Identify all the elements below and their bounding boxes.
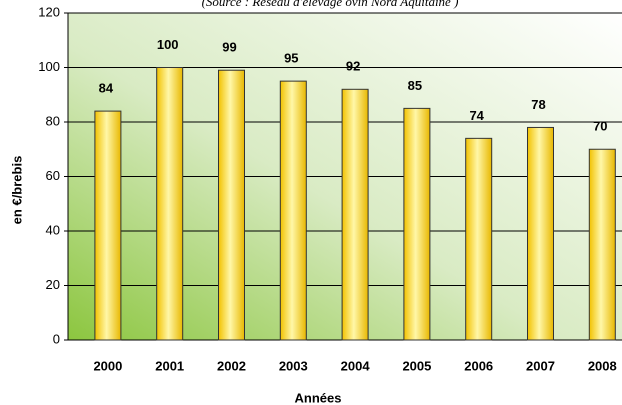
- x-tick-label: 2008: [588, 358, 617, 373]
- y-tick-label: 60: [46, 168, 60, 183]
- x-tick-label: 2001: [155, 358, 184, 373]
- data-label: 85: [408, 78, 422, 93]
- bar: [527, 126, 554, 341]
- x-tick-label: 2004: [341, 358, 371, 373]
- data-label: 70: [593, 119, 607, 134]
- x-axis-label: Années: [295, 390, 342, 405]
- data-label: 99: [222, 40, 236, 55]
- bar: [218, 69, 245, 341]
- bar: [403, 107, 431, 341]
- y-tick-label: 100: [38, 59, 60, 74]
- data-label: 84: [99, 81, 114, 96]
- y-tick-label: 120: [38, 4, 60, 19]
- data-label: 74: [469, 108, 484, 123]
- bar: [341, 88, 369, 341]
- y-tick-label: 80: [46, 113, 60, 128]
- chart-subtitle: (Source : Réseau d'élevage ovin Nord Aqu…: [202, 0, 459, 9]
- y-tick-label: 20: [46, 277, 60, 292]
- x-tick-label: 2007: [526, 358, 555, 373]
- bar: [279, 80, 307, 341]
- data-label: 100: [157, 37, 179, 52]
- x-tick-label: 2000: [93, 358, 122, 373]
- bar: [156, 67, 184, 341]
- data-label: 78: [531, 97, 545, 112]
- data-label: 95: [284, 51, 298, 66]
- y-tick-label: 40: [46, 222, 60, 237]
- data-label: 92: [346, 59, 360, 74]
- y-axis-label: en €/brebis: [9, 156, 24, 225]
- x-tick-label: 2002: [217, 358, 246, 373]
- x-tick-label: 2003: [279, 358, 308, 373]
- x-tick-label: 2006: [464, 358, 493, 373]
- bar: [588, 148, 616, 341]
- bar: [465, 137, 493, 341]
- bar: [94, 110, 122, 341]
- y-tick-label: 0: [53, 331, 60, 346]
- x-tick-label: 2005: [402, 358, 431, 373]
